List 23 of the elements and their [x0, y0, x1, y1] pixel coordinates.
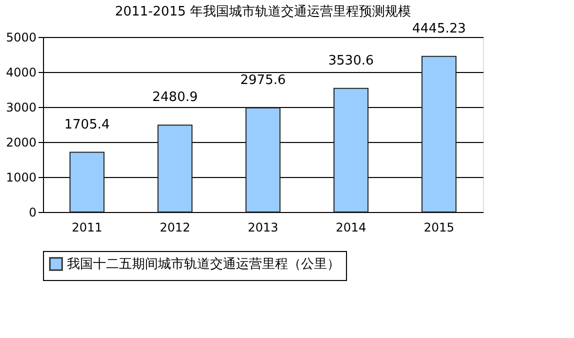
chart-title: 2011-2015 年我国城市轨道交通运营里程预测规模: [115, 3, 411, 20]
data-label: 2975.6: [240, 72, 286, 88]
bar: [422, 56, 456, 212]
data-label: 4445.23: [412, 21, 466, 36]
x-tick-label: 2012: [160, 220, 190, 234]
x-tick-label: 2013: [248, 220, 278, 234]
y-tick-label: 2000: [6, 136, 36, 150]
y-tick-label: 5000: [6, 30, 36, 44]
y-tick-label: 0: [28, 206, 36, 220]
bar: [246, 107, 280, 212]
y-tick-label: 1000: [6, 170, 36, 184]
data-label: 1705.4: [64, 117, 110, 132]
y-tick-label: 4000: [6, 66, 36, 80]
legend-label: 我国十二五期间城市轨道交通运营里程（公里）: [67, 256, 340, 272]
data-label: 3530.6: [328, 53, 374, 68]
bar: [158, 124, 192, 212]
x-tick-label: 2011: [72, 220, 102, 234]
x-tick-label: 2014: [336, 220, 366, 234]
bar: [70, 152, 104, 212]
x-tick-label: 2015: [424, 220, 454, 234]
bar: [334, 88, 368, 212]
data-label: 2480.9: [152, 90, 198, 106]
y-tick-label: 3000: [6, 100, 36, 114]
